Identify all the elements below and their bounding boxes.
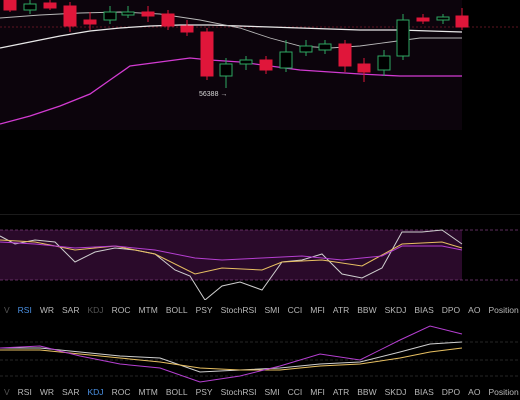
- rsi-line-mid: [0, 239, 463, 275]
- candle-up: [279, 51, 293, 69]
- candle-down: [180, 25, 194, 33]
- rsi-line-slow: [0, 241, 463, 261]
- rsi-svg: [0, 229, 520, 300]
- tab-dpo[interactable]: DPO: [441, 305, 461, 315]
- tab-v[interactable]: V: [4, 305, 10, 315]
- panel-divider: [0, 214, 520, 215]
- tab-sar[interactable]: SAR: [62, 305, 80, 315]
- candle-down: [141, 11, 155, 17]
- tab-cci[interactable]: CCI: [287, 387, 303, 397]
- candle-up: [299, 45, 313, 53]
- tab-mfi[interactable]: MFI: [310, 387, 325, 397]
- candle-up: [239, 59, 253, 65]
- indicator-tabbar-top: V RSI WR SAR KDJ ROC MTM BOLL PSY StochRSI SMI CCI M…: [0, 302, 520, 318]
- tab-position[interactable]: Position: [488, 387, 519, 397]
- tab-boll[interactable]: BOLL: [165, 387, 188, 397]
- indicator-tabbar-bottom: V RSI WR SAR KDJ ROC MTM BOLL PSY StochRSI SMI CCI M…: [0, 384, 520, 400]
- tab-rsi[interactable]: RSI: [17, 305, 32, 315]
- kdj-svg: [0, 325, 520, 383]
- tab-atr[interactable]: ATR: [332, 305, 350, 315]
- candle-up: [377, 55, 391, 71]
- tab-mfi[interactable]: MFI: [310, 305, 325, 315]
- candlestick-chart[interactable]: 56388 →: [0, 0, 520, 212]
- tab-smi[interactable]: SMI: [264, 387, 280, 397]
- kdj-d-line: [0, 347, 463, 371]
- kdj-k-line: [0, 341, 463, 373]
- candle-up: [23, 3, 37, 11]
- bollinger-upper-line: [0, 24, 463, 49]
- price-annotation: 56388 →: [199, 91, 228, 98]
- tab-wr[interactable]: WR: [39, 387, 55, 397]
- tab-ao[interactable]: AO: [468, 305, 481, 315]
- candle-up: [103, 11, 117, 21]
- rsi-line-fast: [0, 229, 463, 300]
- tab-bias[interactable]: BIAS: [414, 387, 434, 397]
- candle-down: [259, 59, 273, 71]
- candle-down: [83, 19, 97, 25]
- tab-rsi[interactable]: RSI: [17, 387, 32, 397]
- tab-kdj[interactable]: KDJ: [87, 305, 104, 315]
- candle-down: [200, 31, 214, 77]
- candle-down: [338, 43, 352, 67]
- tab-atr[interactable]: ATR: [332, 387, 350, 397]
- tab-skdj[interactable]: SKDJ: [384, 305, 407, 315]
- tab-wr[interactable]: WR: [39, 305, 55, 315]
- tab-dpo[interactable]: DPO: [441, 387, 461, 397]
- tab-position[interactable]: Position: [488, 305, 519, 315]
- candle-up: [121, 11, 135, 16]
- candle-up: [219, 63, 233, 77]
- candle-down: [455, 15, 469, 28]
- kdj-j-line: [0, 325, 463, 383]
- tab-kdj[interactable]: KDJ: [87, 387, 104, 397]
- rsi-band-fill: [0, 230, 462, 280]
- tab-stochrsi[interactable]: StochRSI: [220, 387, 257, 397]
- tab-bias[interactable]: BIAS: [414, 305, 434, 315]
- tab-smi[interactable]: SMI: [264, 305, 280, 315]
- candle-up: [436, 16, 450, 21]
- tab-stochrsi[interactable]: StochRSI: [220, 305, 257, 315]
- tab-cci[interactable]: CCI: [287, 305, 303, 315]
- tab-boll[interactable]: BOLL: [165, 305, 188, 315]
- tab-ao[interactable]: AO: [468, 387, 481, 397]
- tab-roc[interactable]: ROC: [111, 305, 131, 315]
- tab-sar[interactable]: SAR: [62, 387, 80, 397]
- candlestick-svg: [0, 0, 520, 130]
- tab-bbw[interactable]: BBW: [357, 387, 377, 397]
- candle-up: [396, 19, 410, 57]
- tab-v[interactable]: V: [4, 387, 10, 397]
- candle-down: [416, 17, 430, 22]
- tab-roc[interactable]: ROC: [111, 387, 131, 397]
- tab-psy[interactable]: PSY: [195, 387, 213, 397]
- tab-bbw[interactable]: BBW: [357, 305, 377, 315]
- tab-psy[interactable]: PSY: [195, 305, 213, 315]
- candle-down: [3, 0, 17, 11]
- tab-mtm[interactable]: MTM: [138, 387, 158, 397]
- tab-mtm[interactable]: MTM: [138, 305, 158, 315]
- kdj-panel[interactable]: [0, 318, 520, 384]
- candle-down: [161, 13, 175, 27]
- moving-average-line: [0, 11, 462, 49]
- candle-down: [43, 2, 57, 9]
- candle-down: [63, 5, 77, 27]
- candle-up: [318, 43, 332, 51]
- candle-down: [357, 63, 371, 73]
- tab-skdj[interactable]: SKDJ: [384, 387, 407, 397]
- rsi-panel[interactable]: [0, 216, 520, 300]
